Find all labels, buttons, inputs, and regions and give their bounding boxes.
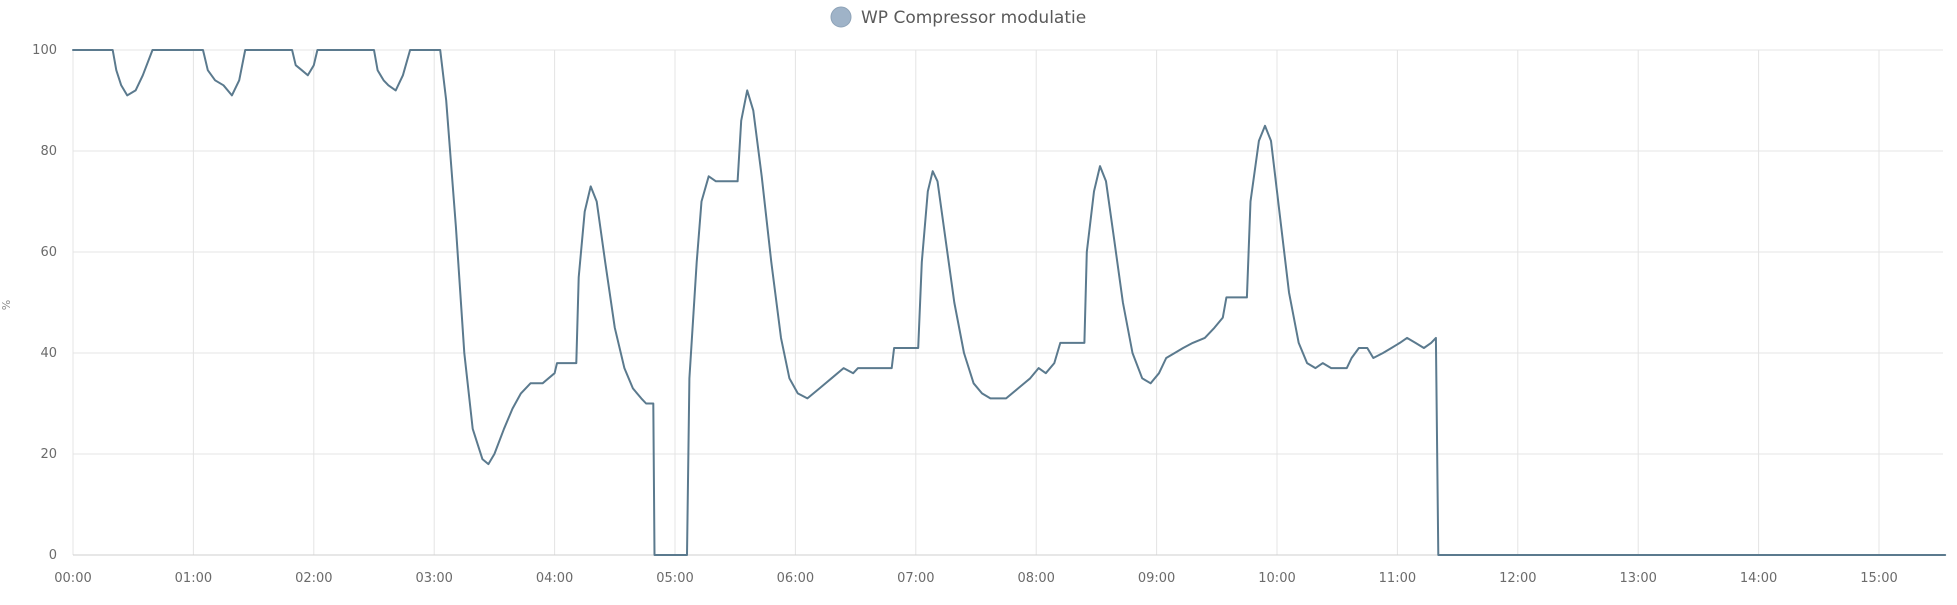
- y-tick-label: 0: [49, 548, 57, 563]
- legend[interactable]: WP Compressor modulatie: [830, 6, 1086, 28]
- x-tick-label: 05:00: [656, 571, 693, 586]
- x-tick-label: 13:00: [1619, 571, 1656, 586]
- x-tick-label: 06:00: [777, 571, 814, 586]
- x-tick-label: 00:00: [54, 571, 91, 586]
- y-axis-label: %: [0, 300, 13, 310]
- x-tick-label: 07:00: [897, 571, 934, 586]
- legend-marker-icon[interactable]: [830, 6, 852, 28]
- x-tick-label: 02:00: [295, 571, 332, 586]
- series-layer: [72, 49, 1947, 556]
- legend-label[interactable]: WP Compressor modulatie: [861, 8, 1086, 28]
- y-tick-label: 80: [40, 144, 57, 159]
- x-tick-label: 03:00: [415, 571, 452, 586]
- x-tick-label: 08:00: [1017, 571, 1054, 586]
- y-tick-label: 40: [40, 346, 57, 361]
- x-tick-label: 12:00: [1499, 571, 1536, 586]
- y-tick-label: 20: [40, 447, 57, 462]
- y-tick-label: 100: [32, 43, 57, 58]
- x-tick-label: 09:00: [1138, 571, 1175, 586]
- y-tick-label: 60: [40, 245, 57, 260]
- x-tick-label: 14:00: [1740, 571, 1777, 586]
- axis-labels: 0 20 40 60 80 100 00:00 01:00 02:00 03:00 04:00 05:…: [32, 43, 1898, 586]
- x-tick-label: 04:00: [536, 571, 573, 586]
- gridlines: [72, 49, 1943, 556]
- x-tick-label: 10:00: [1258, 571, 1295, 586]
- x-tick-label: 01:00: [175, 571, 212, 586]
- x-tick-label: 15:00: [1860, 571, 1897, 586]
- x-tick-label: 11:00: [1379, 571, 1416, 586]
- series-line-compressor-modulatie[interactable]: [72, 49, 1947, 556]
